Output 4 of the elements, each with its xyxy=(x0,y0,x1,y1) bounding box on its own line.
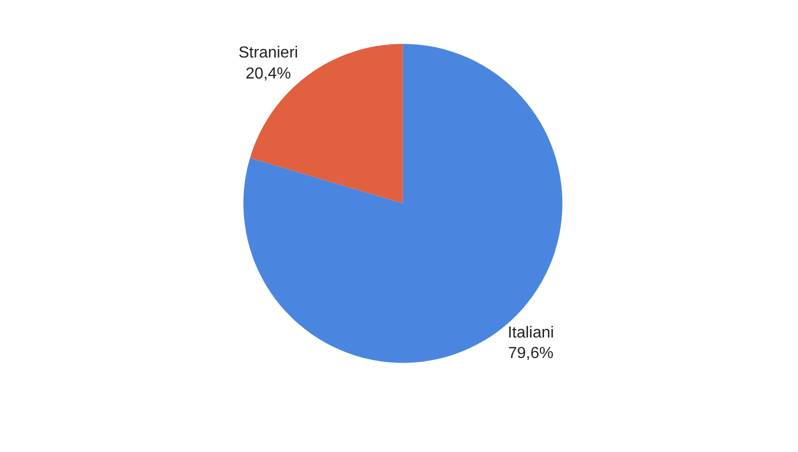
slice-label: Italiani xyxy=(508,324,554,342)
slice-label: Stranieri xyxy=(238,44,298,62)
data-label: 20,4% xyxy=(246,65,291,82)
data-label: 79,6% xyxy=(508,345,554,362)
